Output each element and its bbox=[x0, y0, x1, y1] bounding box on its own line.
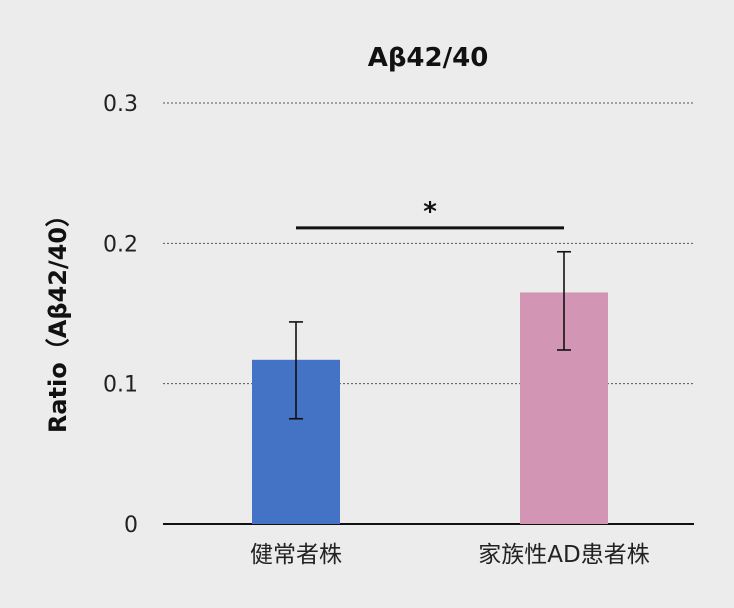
plot-area: 0 0.1 0.2 0.3 健常者株 家族性AD患者株 * bbox=[103, 92, 694, 568]
category-label-0: 健常者株 bbox=[250, 542, 342, 568]
y-axis-label: Ratio（Aβ42/40） bbox=[44, 203, 72, 433]
y-tick-label-3: 0.3 bbox=[103, 92, 138, 117]
y-tick-label-1: 0.1 bbox=[103, 373, 138, 398]
y-tick-label-0: 0 bbox=[124, 513, 138, 538]
category-label-1: 家族性AD患者株 bbox=[478, 542, 649, 568]
y-tick-label-2: 0.2 bbox=[103, 232, 138, 257]
significance-marker: * bbox=[423, 197, 437, 227]
chart-title: Aβ42/40 bbox=[368, 43, 489, 73]
